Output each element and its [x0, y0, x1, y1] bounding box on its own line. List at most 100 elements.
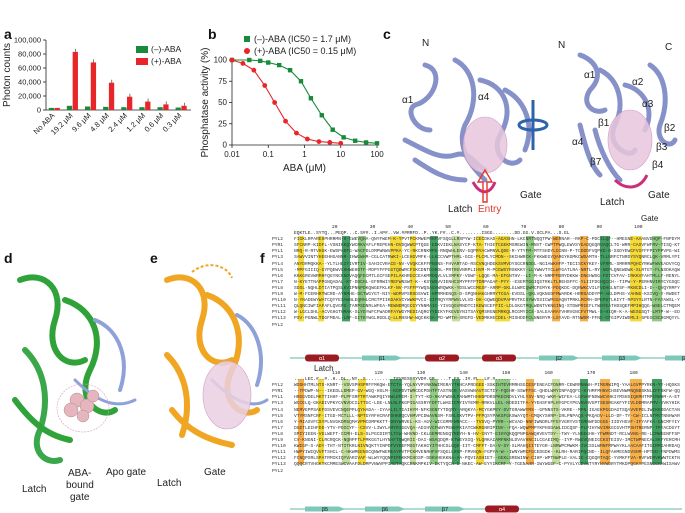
conservation-block	[600, 379, 610, 465]
alignment-ruler: 20 30 40 50 60 70 80 90 100	[272, 225, 685, 231]
sequence-residues: --TPDWP-N---IKEDLLDMEP-GV-WGQ-HSLM--KGPD…	[294, 389, 680, 395]
conservation-block	[630, 379, 642, 465]
conservation-block	[318, 236, 324, 322]
sequence-residues: FCNQPSRLSPATRMIKIQYVARIVAF-WLWYYQQNPIPEK…	[294, 456, 680, 462]
bar-minus-aba	[121, 107, 127, 110]
sequence-name: PYL4	[272, 261, 284, 267]
strand-marker	[305, 506, 345, 512]
alignment-ruler: 110 120 130 140 150 160 170 180	[272, 371, 685, 377]
x-tick-label-b: 10	[336, 150, 345, 159]
alignment-row: PYL10 N-YNADEWYWATCQYYESAWNLEQRHLCRGTPIIK…	[272, 298, 685, 304]
alignment-row: PYL2 WDSHHTMLNTS-KNRT--VSVSPHSPRFFMKQW-ET…	[272, 383, 685, 389]
conservation-block	[342, 379, 350, 465]
data-point-minus-aba	[247, 57, 252, 63]
panel-d-letter: d	[4, 250, 13, 266]
sequence-name: PYR1	[272, 243, 284, 249]
c-label-alpha2: α2	[632, 77, 644, 88]
alignment-row: PYL9 W-M-FCERHRTWCRD-AYNMHG-DCTWGYGT-NIY-…	[272, 292, 685, 298]
c-label-beta4: β4	[652, 160, 664, 171]
sequence-residues: KKKGRGVWRMHFQGYNCKNDVAQQFECMTLGCFSEPILAK…	[294, 273, 680, 279]
alignment-row: PYL7 DGETLEIHFDD-YTV-PDICYF--CSVV-LIWYLAM…	[272, 426, 685, 432]
sequence-residues: WCCELQ-GKADIVPKYCVNVDCILTTGC-LDE-LNLNLFK…	[294, 401, 680, 407]
sse-label: α1	[319, 356, 325, 362]
ruler-number: 100	[634, 225, 643, 230]
sequence-name: PYL5	[272, 267, 284, 273]
sequence-name: PYL13	[272, 316, 286, 322]
data-point-minus-aba	[319, 113, 324, 118]
c-label-alpha3: α3	[642, 99, 654, 110]
legend-label-a: (+)-ABA	[151, 56, 182, 66]
x-tick-label-b: 100	[370, 150, 384, 159]
panel-e-structure	[164, 264, 269, 448]
sequence-name: PYL2	[272, 468, 284, 474]
y-tick-label-b: 75	[218, 77, 227, 86]
sequence-residues: WDSHHTMLNTS-KNRT--VSVSPHSPRFFMKQW-ETCTA-…	[294, 383, 680, 389]
sequence-name: PYL4	[272, 407, 284, 413]
alignment-row: PYL4 ANYDRMQKKA--YLTLHEIYIVRTIV-SAHICVRAC…	[272, 262, 685, 268]
sequence-name: PYL10	[272, 444, 286, 450]
c-label-latch: Latch	[448, 204, 473, 215]
data-point-minus-aba	[287, 68, 293, 73]
ruler-number: 90	[596, 225, 602, 230]
sse-label: β2	[556, 356, 562, 362]
legend-label-b: (–)-ABA (IC50 = 1.7 μM)	[254, 34, 351, 44]
sequence-residues: -MPFGIIIQ-GYPQEWVCHHWEHDTF-MDPYFFPGGTQDW…	[294, 267, 680, 273]
sequence-name: PYL8	[272, 285, 284, 291]
sse-label: β6	[382, 507, 388, 513]
bar-plus-aba	[163, 104, 169, 110]
sequence-name: PYL9	[272, 292, 284, 298]
alignment-row: PYL8 SPIYIEEN-VGLWEFT-CCMH-ELS-SLPGCDIRTL…	[272, 432, 685, 438]
sequence-name: PYL10	[272, 298, 286, 304]
conservation-block	[495, 379, 510, 465]
c-label-alpha1: α1	[402, 95, 414, 106]
x-tick-label-a: 0.6 μM	[143, 111, 166, 134]
sequence-residues: NEMVEPPSAEFDSVEVCNQEPPLQYHADA--IYAALILTI…	[294, 407, 680, 413]
panel-b-chart: 0 25 50 75 100 0.01 0.1 1 10 100 ABA (μM) Phosphata…	[200, 34, 384, 174]
x-tick-label-b: 0.1	[263, 150, 275, 159]
panel-c-letter: c	[383, 26, 391, 42]
c-label-gate2: Gate	[648, 190, 670, 201]
conservation-block	[410, 236, 416, 322]
data-point-plus-aba	[316, 139, 322, 144]
x-tick-label-b: 1	[302, 150, 307, 159]
y-tick-label-b: 0	[223, 141, 228, 150]
c-label-beta3: β3	[656, 142, 668, 153]
bar-minus-aba	[139, 107, 145, 110]
legend-label-b: (+)-ABA (IC50 = 0.15 μM)	[254, 46, 356, 56]
ruler-number: 110	[332, 371, 341, 376]
sse-label: β1	[379, 356, 385, 362]
y-tick-label-a: 80,000	[18, 50, 41, 59]
data-point-minus-aba	[330, 127, 335, 132]
conservation-block	[476, 379, 484, 465]
conservation-block	[600, 236, 610, 322]
legend-swatch-a	[136, 46, 148, 53]
conservation-block	[580, 236, 588, 322]
bar-minus-aba	[66, 105, 73, 110]
alignment-row: PYL12 W-LGCLDHL-ACVGHGTHMAK-SLYGYWFCFWADR…	[272, 310, 685, 316]
alignment-top-bg: α1 β1 α2 α3 β2 β3 β4	[290, 236, 685, 362]
alignment-row: PYL10 KWIGP-S-ADY-THT-NTITKRLNIVNQKTYINPD…	[272, 444, 685, 450]
ruler-number: 140	[459, 371, 468, 376]
conservation-block	[552, 236, 560, 322]
alignment-row: PYL8 SDSL-NQHLDTIATPQSLKVIPNNPDKQWGEFKLKF…	[272, 286, 685, 292]
sequence-residues: DGETLEIHFDD-YTV-PDICYF--CSVV-LIWYLAMYRIG…	[294, 425, 680, 431]
y-axis-label-a: Photon counts	[2, 43, 13, 107]
protein-view-left	[402, 57, 532, 183]
bar-minus-aba	[175, 107, 181, 110]
sequence-name: PYR1	[272, 389, 284, 395]
sequence-name: PYL7	[272, 425, 284, 431]
c-label-alpha1b: α1	[584, 70, 596, 81]
conservation-block	[390, 379, 402, 465]
x-axis-label-b: ABA (μM)	[283, 163, 326, 174]
data-point-plus-aba	[283, 118, 288, 124]
sequence-residues: HRGGVDELMKTTIHHF-PLPFSRFTRTAWKPQIYHWLEMI…	[294, 395, 680, 401]
alignment-row: PYL11 HWPYIWIQVVFTSHCL-C-HKWMEENSCQNWFWEM…	[272, 450, 685, 456]
legend-label-a: (–)-ABA	[151, 44, 182, 54]
y-axis-label-b: Phosphatase activity (%)	[200, 47, 211, 157]
alignment-bottom-bg: β5 β6 β7 α4	[290, 379, 682, 513]
alignment-row: PYL12 FCNQPSRLSPATRMIKIQYVARIVAF-WLWYYQQN…	[272, 456, 685, 462]
sse-label: β5	[322, 507, 328, 513]
conservation-block	[526, 379, 534, 465]
panel-d-structure	[12, 274, 137, 464]
sequence-residues: W-M-FCERHRTWCRD-AYNMHG-DCTWGYGT-NIY-WDMV…	[294, 292, 680, 298]
